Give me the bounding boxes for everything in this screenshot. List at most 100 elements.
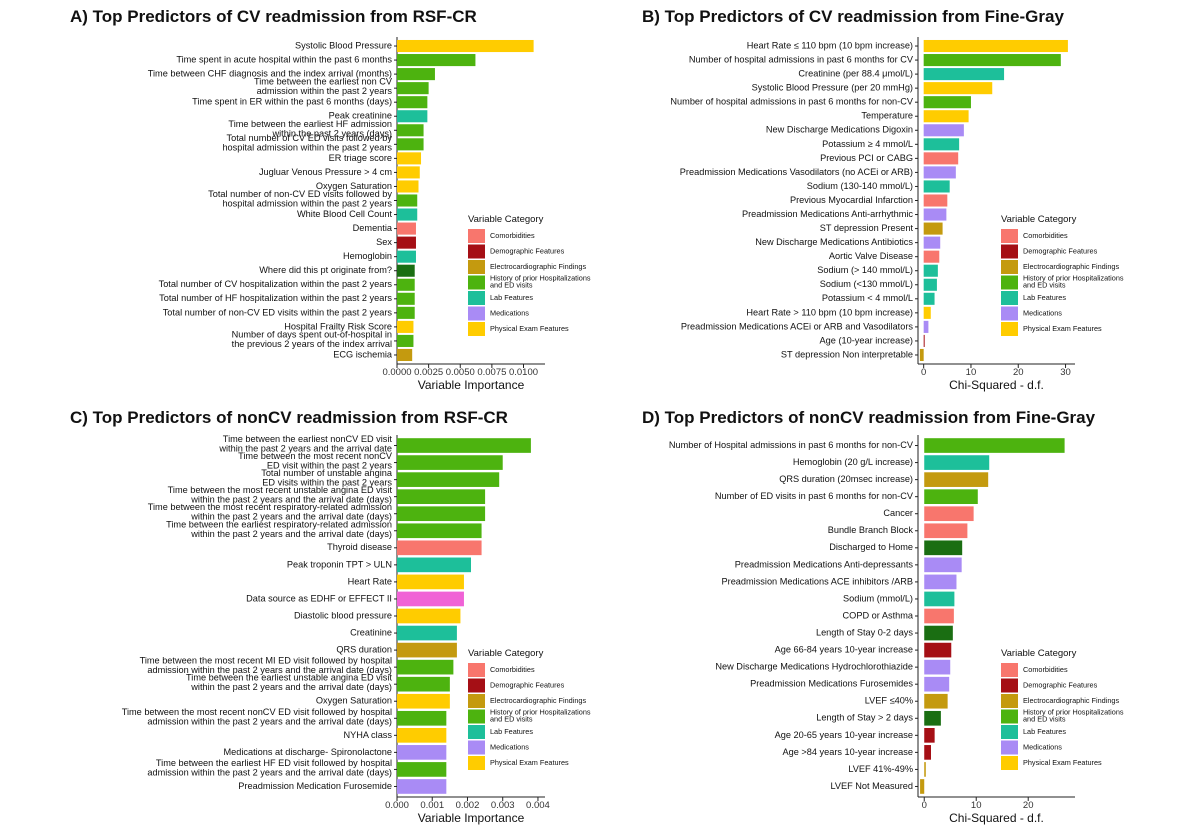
legend-swatch xyxy=(1001,663,1018,677)
bar xyxy=(397,523,482,539)
y-tick-label: Jugluar Venous Pressure > 4 cm xyxy=(259,167,392,177)
legend: Variable Category Comorbidities Demographi… xyxy=(468,648,591,770)
bar xyxy=(397,278,415,291)
legend: Variable Category Comorbidities Demographi… xyxy=(1001,648,1124,770)
legend-label: Comorbidities xyxy=(490,231,535,240)
x-tick-label: 0.004 xyxy=(526,800,550,811)
bar xyxy=(397,68,435,81)
bar xyxy=(397,779,447,794)
legend: Variable Category Comorbidities Demographi… xyxy=(468,214,591,336)
y-tick-label: ST depression Non interpretable xyxy=(781,349,913,359)
y-tick-label: Age (10-year increase) xyxy=(820,335,913,345)
bar xyxy=(397,693,450,709)
legend-swatch xyxy=(468,229,485,243)
bar xyxy=(923,138,960,151)
bar xyxy=(924,608,954,624)
legend-label: History of prior Hospitalizations and ED … xyxy=(1023,274,1124,290)
x-tick-label: 0 xyxy=(921,367,926,378)
y-tick-label: Preadmission Medications Anti-arrhythmic xyxy=(742,209,913,219)
y-tick-label: Previous PCI or CABG xyxy=(820,153,913,163)
legend-swatch xyxy=(1001,229,1018,243)
bar xyxy=(397,180,419,193)
legend-swatch xyxy=(1001,678,1018,693)
bar xyxy=(924,642,952,658)
legend-swatch xyxy=(468,306,485,321)
bar xyxy=(924,710,941,726)
y-tick-label: Time between the earliest respiratory-re… xyxy=(166,519,392,539)
x-tick-label: 0.0025 xyxy=(414,367,443,378)
y-tick-label: Bundle Branch Block xyxy=(828,525,914,535)
bar xyxy=(924,762,926,777)
legend-swatch xyxy=(468,244,485,259)
y-tick-label: ST depression Present xyxy=(820,223,914,233)
bar xyxy=(397,762,447,777)
y-tick-label: Heart Rate ≤ 110 bpm (10 bpm increase) xyxy=(747,40,913,50)
bar xyxy=(923,180,950,193)
y-tick-label: Preadmission Medications Anti-depressant… xyxy=(735,559,914,569)
bar xyxy=(397,82,429,95)
y-tick-label: Total number of CV hospitalization withi… xyxy=(159,279,393,289)
legend-swatch xyxy=(1001,244,1018,259)
y-tick-label: Preadmission Medications ACEi or ARB and… xyxy=(681,321,914,331)
bar xyxy=(397,472,500,487)
bar xyxy=(397,320,414,333)
bar-chart: Heart Rate ≤ 110 bpm (10 bpm increase) Nu… xyxy=(670,37,1124,392)
bar xyxy=(397,138,424,151)
y-tick-label: Time between the earliest unstable angin… xyxy=(186,673,392,693)
bar xyxy=(920,779,925,794)
legend-label: Physical Exam Features xyxy=(490,758,569,767)
legend-swatch xyxy=(468,756,485,770)
bar xyxy=(919,348,924,362)
bar xyxy=(923,194,948,207)
bar xyxy=(924,506,974,522)
bar xyxy=(923,208,947,221)
x-tick-label: 0.001 xyxy=(420,800,444,811)
y-tick-label: Aortic Valve Disease xyxy=(829,251,913,261)
y-tick-label: Sodium (130-140 mmol/L) xyxy=(807,181,913,191)
bar xyxy=(924,659,951,675)
x-tick-label: 30 xyxy=(1060,367,1071,378)
bar-chart: Time between the earliest nonCV ED visit… xyxy=(122,434,591,825)
panel-title: C) Top Predictors of nonCV readmission f… xyxy=(70,408,508,427)
legend-label: Physical Exam Features xyxy=(1023,758,1102,767)
legend-swatch xyxy=(468,694,485,708)
legend-label: Comorbidities xyxy=(1023,231,1068,240)
y-tick-label: Sex xyxy=(376,237,392,247)
y-tick-label: Systolic Blood Pressure (per 20 mmHg) xyxy=(752,83,913,93)
legend-swatch xyxy=(1001,322,1018,336)
legend-label: Demographic Features xyxy=(490,681,565,690)
bar xyxy=(923,278,937,291)
bar xyxy=(397,152,422,165)
bar xyxy=(924,523,968,539)
legend-swatch xyxy=(1001,725,1018,739)
bar xyxy=(923,236,941,249)
legend-swatch xyxy=(468,322,485,336)
bar xyxy=(397,625,457,641)
y-tick-label: Potassium ≥ 4 mmol/L xyxy=(822,139,913,149)
y-tick-label: Number of hospital admissions in past 6 … xyxy=(689,55,914,65)
y-tick-label: Temperature xyxy=(861,111,913,121)
legend-label: History of prior Hospitalizations and ED … xyxy=(490,274,591,290)
legend-label: History of prior Hospitalizations and ED … xyxy=(1023,708,1124,724)
bar xyxy=(924,693,948,709)
bar xyxy=(923,96,971,109)
legend-label: Physical Exam Features xyxy=(1023,324,1102,333)
y-tick-label: Age 66-84 years 10-year increase xyxy=(775,645,913,655)
bar xyxy=(397,222,416,235)
panel-a: A) Top Predictors of CV readmission from… xyxy=(0,0,591,416)
bar xyxy=(397,166,420,179)
x-tick-label: 0.0075 xyxy=(477,367,506,378)
y-tick-label: Time between CHF diagnosis and the index… xyxy=(148,69,392,79)
legend-swatch xyxy=(468,275,485,290)
legend-swatch xyxy=(468,260,485,274)
bar xyxy=(924,455,990,470)
bar xyxy=(397,124,424,137)
x-tick-label: 0.003 xyxy=(491,800,515,811)
bar-chart: Systolic Blood Pressure Time spent in acu… xyxy=(148,37,591,392)
legend: Variable Category Comorbidities Demographi… xyxy=(1001,214,1124,336)
y-tick-label: Heart Rate > 110 bpm (10 bpm increase) xyxy=(746,307,913,317)
y-tick-label: Preadmission Medications ACE inhibitors … xyxy=(722,576,914,586)
bar xyxy=(397,334,414,347)
bar xyxy=(923,222,943,235)
x-tick-label: 10 xyxy=(966,367,977,378)
